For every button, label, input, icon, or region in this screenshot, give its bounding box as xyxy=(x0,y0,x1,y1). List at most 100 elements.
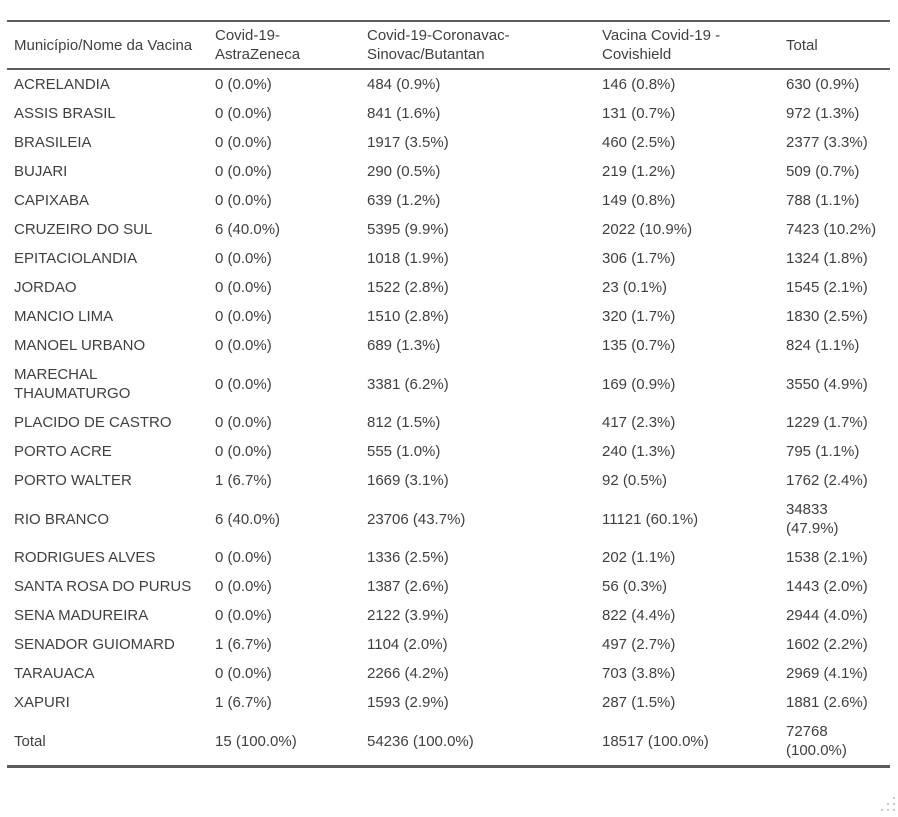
value-cell: 202 (1.1%) xyxy=(602,549,676,566)
value-cell: 92 (0.5%) xyxy=(602,472,668,489)
value-cell: 497 (2.7%) xyxy=(602,636,676,653)
municipality-cell: JORDAO xyxy=(14,279,77,296)
value-cell: 34833 (47.9%) xyxy=(786,501,839,537)
value-cell: 1830 (2.5%) xyxy=(786,308,868,325)
value-cell: 1018 (1.9%) xyxy=(367,250,449,267)
value-cell: 7423 (10.2%) xyxy=(786,221,877,238)
value-cell: 0 (0.0%) xyxy=(215,76,272,93)
value-cell: 630 (0.9%) xyxy=(786,76,860,93)
table-row: CRUZEIRO DO SUL 6 (40.0%) 5395 (9.9%) 2022 … xyxy=(7,215,890,244)
value-cell: 0 (0.0%) xyxy=(215,105,272,122)
municipality-cell: SANTA ROSA DO PURUS xyxy=(14,578,192,595)
value-cell: 6 (40.0%) xyxy=(215,510,281,528)
value-cell: 2122 (3.9%) xyxy=(367,607,449,624)
column-header-municipality: Município/Nome da Vacina xyxy=(7,21,208,70)
vaccine-by-municipality-table: Município/Nome da Vacina Covid-19-AstraZ… xyxy=(7,20,890,768)
value-cell: 460 (2.5%) xyxy=(602,134,676,151)
value-cell: 812 (1.5%) xyxy=(367,414,441,431)
value-cell: 3550 (4.9%) xyxy=(786,375,868,393)
municipality-cell: CRUZEIRO DO SUL xyxy=(14,221,153,238)
value-cell: 0 (0.0%) xyxy=(215,308,272,325)
report-page: Município/Nome da Vacina Covid-19-AstraZ… xyxy=(0,20,898,811)
value-cell: 0 (0.0%) xyxy=(215,250,272,267)
table-row: ACRELANDIA 0 (0.0%) 484 (0.9%) 146 (0.8%) 63… xyxy=(7,69,890,99)
value-cell: 1229 (1.7%) xyxy=(786,414,868,431)
value-cell: 6 (40.0%) xyxy=(215,221,281,238)
value-cell: 0 (0.0%) xyxy=(215,607,272,624)
header-row: Município/Nome da Vacina Covid-19-AstraZ… xyxy=(7,21,890,70)
municipality-cell: XAPURI xyxy=(14,694,70,711)
municipality-cell: PORTO WALTER xyxy=(14,472,132,489)
value-cell: 1522 (2.8%) xyxy=(367,279,449,296)
value-cell: 23 (0.1%) xyxy=(602,279,668,296)
municipality-cell: Total xyxy=(14,732,46,750)
table-row: MANCIO LIMA 0 (0.0%) 1510 (2.8%) 320 (1.7%)… xyxy=(7,302,890,331)
value-cell: 1 (6.7%) xyxy=(215,472,272,489)
column-header-coronavac: Covid-19-Coronavac-Sinovac/Butantan xyxy=(360,21,595,70)
value-cell: 972 (1.3%) xyxy=(786,105,860,122)
value-cell: 1593 (2.9%) xyxy=(367,694,449,711)
value-cell: 240 (1.3%) xyxy=(602,443,676,460)
table-row: EPITACIOLANDIA 0 (0.0%) 1018 (1.9%) 306 (1.… xyxy=(7,244,890,273)
municipality-cell: EPITACIOLANDIA xyxy=(14,250,138,267)
table-row: JORDAO 0 (0.0%) 1522 (2.8%) 23 (0.1%) 1545 (… xyxy=(7,273,890,302)
value-cell: 509 (0.7%) xyxy=(786,163,860,180)
table-row: BUJARI 0 (0.0%) 290 (0.5%) 219 (1.2%) 509 (0… xyxy=(7,157,890,186)
value-cell: 822 (4.4%) xyxy=(602,607,676,624)
municipality-cell: CAPIXABA xyxy=(14,192,90,209)
value-cell: 841 (1.6%) xyxy=(367,105,441,122)
value-cell: 417 (2.3%) xyxy=(602,414,676,431)
resize-grip-icon[interactable] xyxy=(881,797,896,812)
value-cell: 0 (0.0%) xyxy=(215,134,272,151)
value-cell: 555 (1.0%) xyxy=(367,443,441,460)
value-cell: 15 (100.0%) xyxy=(215,732,297,750)
table-row: PORTO WALTER 1 (6.7%) 1669 (3.1%) 92 (0.5%)… xyxy=(7,466,890,495)
municipality-cell: SENA MADUREIRA xyxy=(14,607,149,624)
table-row: ASSIS BRASIL 0 (0.0%) 841 (1.6%) 131 (0.7%)… xyxy=(7,99,890,128)
value-cell: 1387 (2.6%) xyxy=(367,578,449,595)
value-cell: 1 (6.7%) xyxy=(215,694,272,711)
value-cell: 1336 (2.5%) xyxy=(367,549,449,566)
municipality-cell: TARAUACA xyxy=(14,665,95,682)
value-cell: 1104 (2.0%) xyxy=(367,636,448,653)
value-cell: 689 (1.3%) xyxy=(367,337,441,354)
value-cell: 54236 (100.0%) xyxy=(367,732,474,750)
municipality-cell: PORTO ACRE xyxy=(14,443,112,460)
value-cell: 824 (1.1%) xyxy=(786,337,860,354)
value-cell: 290 (0.5%) xyxy=(367,163,441,180)
value-cell: 149 (0.8%) xyxy=(602,192,676,209)
value-cell: 0 (0.0%) xyxy=(215,163,272,180)
column-header-covishield: Vacina Covid-19 - Covishield xyxy=(595,21,779,70)
value-cell: 18517 (100.0%) xyxy=(602,732,709,750)
value-cell: 2377 (3.3%) xyxy=(786,134,868,151)
value-cell: 287 (1.5%) xyxy=(602,694,676,711)
municipality-cell: PLACIDO DE CASTRO xyxy=(14,414,172,431)
value-cell: 788 (1.1%) xyxy=(786,192,860,209)
municipality-cell: SENADOR GUIOMARD xyxy=(14,636,175,653)
municipality-cell: MARECHAL THAUMATURGO xyxy=(14,366,131,402)
table-row: SENADOR GUIOMARD 1 (6.7%) 1104 (2.0%) 497 (… xyxy=(7,630,890,659)
table-row: CAPIXABA 0 (0.0%) 639 (1.2%) 149 (0.8%) 788 … xyxy=(7,186,890,215)
municipality-cell: BRASILEIA xyxy=(14,134,92,151)
table-body: ACRELANDIA 0 (0.0%) 484 (0.9%) 146 (0.8%) 63… xyxy=(7,69,890,767)
value-cell: 1917 (3.5%) xyxy=(367,134,449,151)
table-row: MANOEL URBANO 0 (0.0%) 689 (1.3%) 135 (0.7%… xyxy=(7,331,890,360)
value-cell: 1762 (2.4%) xyxy=(786,472,868,489)
value-cell: 0 (0.0%) xyxy=(215,192,272,209)
value-cell: 703 (3.8%) xyxy=(602,665,676,682)
table-row: TARAUACA 0 (0.0%) 2266 (4.2%) 703 (3.8%) 296… xyxy=(7,659,890,688)
table-row: XAPURI 1 (6.7%) 1593 (2.9%) 287 (1.5%) 1881 … xyxy=(7,688,890,717)
value-cell: 0 (0.0%) xyxy=(215,337,272,354)
value-cell: 639 (1.2%) xyxy=(367,192,441,209)
value-cell: 0 (0.0%) xyxy=(215,443,272,460)
value-cell: 135 (0.7%) xyxy=(602,337,676,354)
value-cell: 1538 (2.1%) xyxy=(786,549,868,566)
municipality-cell: ASSIS BRASIL xyxy=(14,105,116,122)
table-row: RODRIGUES ALVES 0 (0.0%) 1336 (2.5%) 202 (1… xyxy=(7,543,890,572)
value-cell: 3381 (6.2%) xyxy=(367,375,449,393)
municipality-cell: BUJARI xyxy=(14,163,68,180)
value-cell: 219 (1.2%) xyxy=(602,163,676,180)
table-row: SENA MADUREIRA 0 (0.0%) 2122 (3.9%) 822 (4.… xyxy=(7,601,890,630)
column-header-total: Total xyxy=(779,21,890,70)
value-cell: 320 (1.7%) xyxy=(602,308,676,325)
